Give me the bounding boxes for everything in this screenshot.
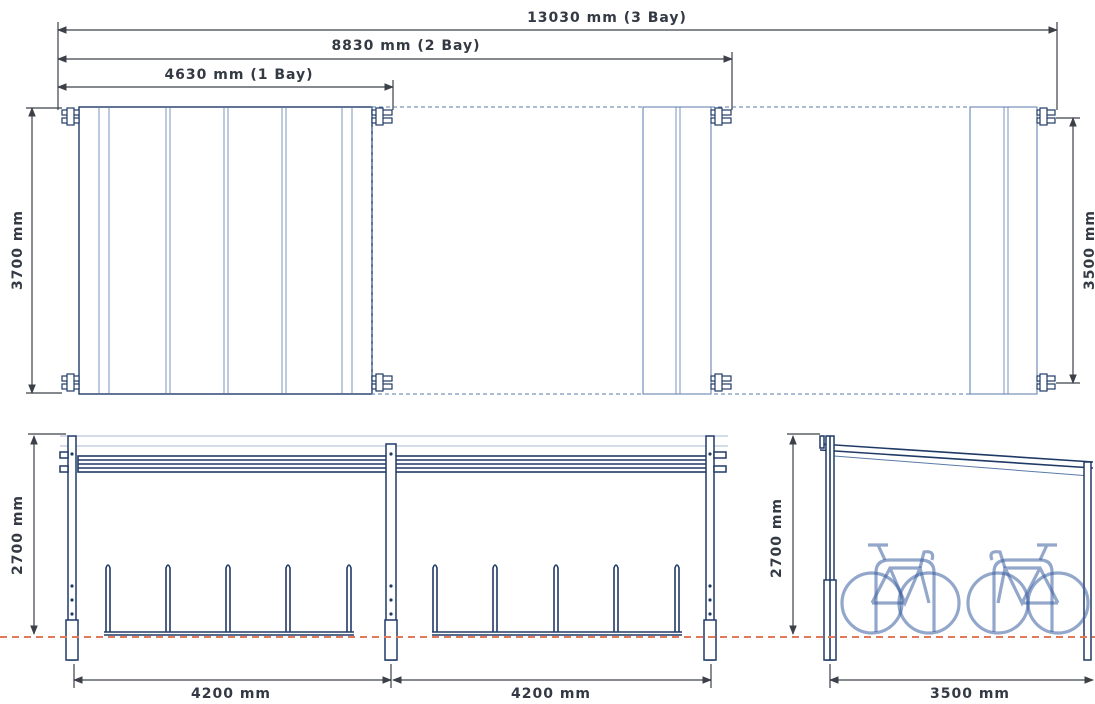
bike-icon (966, 543, 1090, 635)
dimension-1-bay-label: 4630 mm (1 Bay) (164, 67, 313, 83)
dimension-bay-width-left-label: 4200 mm (191, 686, 271, 702)
front-bike-racks-bay-1 (104, 564, 354, 636)
dimension-plan-depth-inner-label: 3500 mm (1082, 210, 1095, 290)
dimension-bay-width-right: 4200 mm (392, 664, 712, 702)
dimension-3-bay: 13030 mm (3 Bay) (57, 10, 1058, 110)
side-elevation (819, 435, 1094, 661)
plan-view (61, 106, 1056, 395)
dimension-3-bay-label: 13030 mm (3 Bay) (527, 10, 687, 26)
dimension-side-depth-label: 3500 mm (930, 686, 1010, 702)
plan-post-brackets (61, 107, 1056, 392)
dimension-2-bay: 8830 mm (2 Bay) (57, 38, 733, 110)
bike-icon (840, 543, 961, 635)
dimension-bay-width-left: 4200 mm (73, 664, 392, 702)
plan-bay-3 (710, 106, 971, 395)
dimension-front-height: 2700 mm (10, 433, 66, 635)
plan-bay-2 (371, 106, 644, 395)
plan-middle-panel (642, 106, 712, 395)
plan-bay-1 (78, 106, 373, 395)
dimension-plan-depth-inner: 3500 mm (1056, 117, 1095, 384)
front-elevation (59, 435, 728, 661)
dimension-plan-depth-outer-label: 3700 mm (10, 210, 26, 290)
dimension-side-height: 2700 mm (769, 433, 820, 635)
dimension-bay-width-right-label: 4200 mm (511, 686, 591, 702)
plan-end-panel (969, 106, 1038, 395)
front-bike-racks-bay-2 (432, 564, 682, 636)
dimension-side-height-label: 2700 mm (769, 498, 785, 578)
dimension-plan-depth-outer: 3700 mm (10, 107, 62, 394)
dimension-front-height-label: 2700 mm (10, 495, 26, 575)
dimension-2-bay-label: 8830 mm (2 Bay) (331, 38, 480, 54)
front-posts (59, 435, 727, 661)
dimension-side-depth: 3500 mm (829, 664, 1094, 702)
dimension-1-bay: 4630 mm (1 Bay) (57, 67, 394, 110)
